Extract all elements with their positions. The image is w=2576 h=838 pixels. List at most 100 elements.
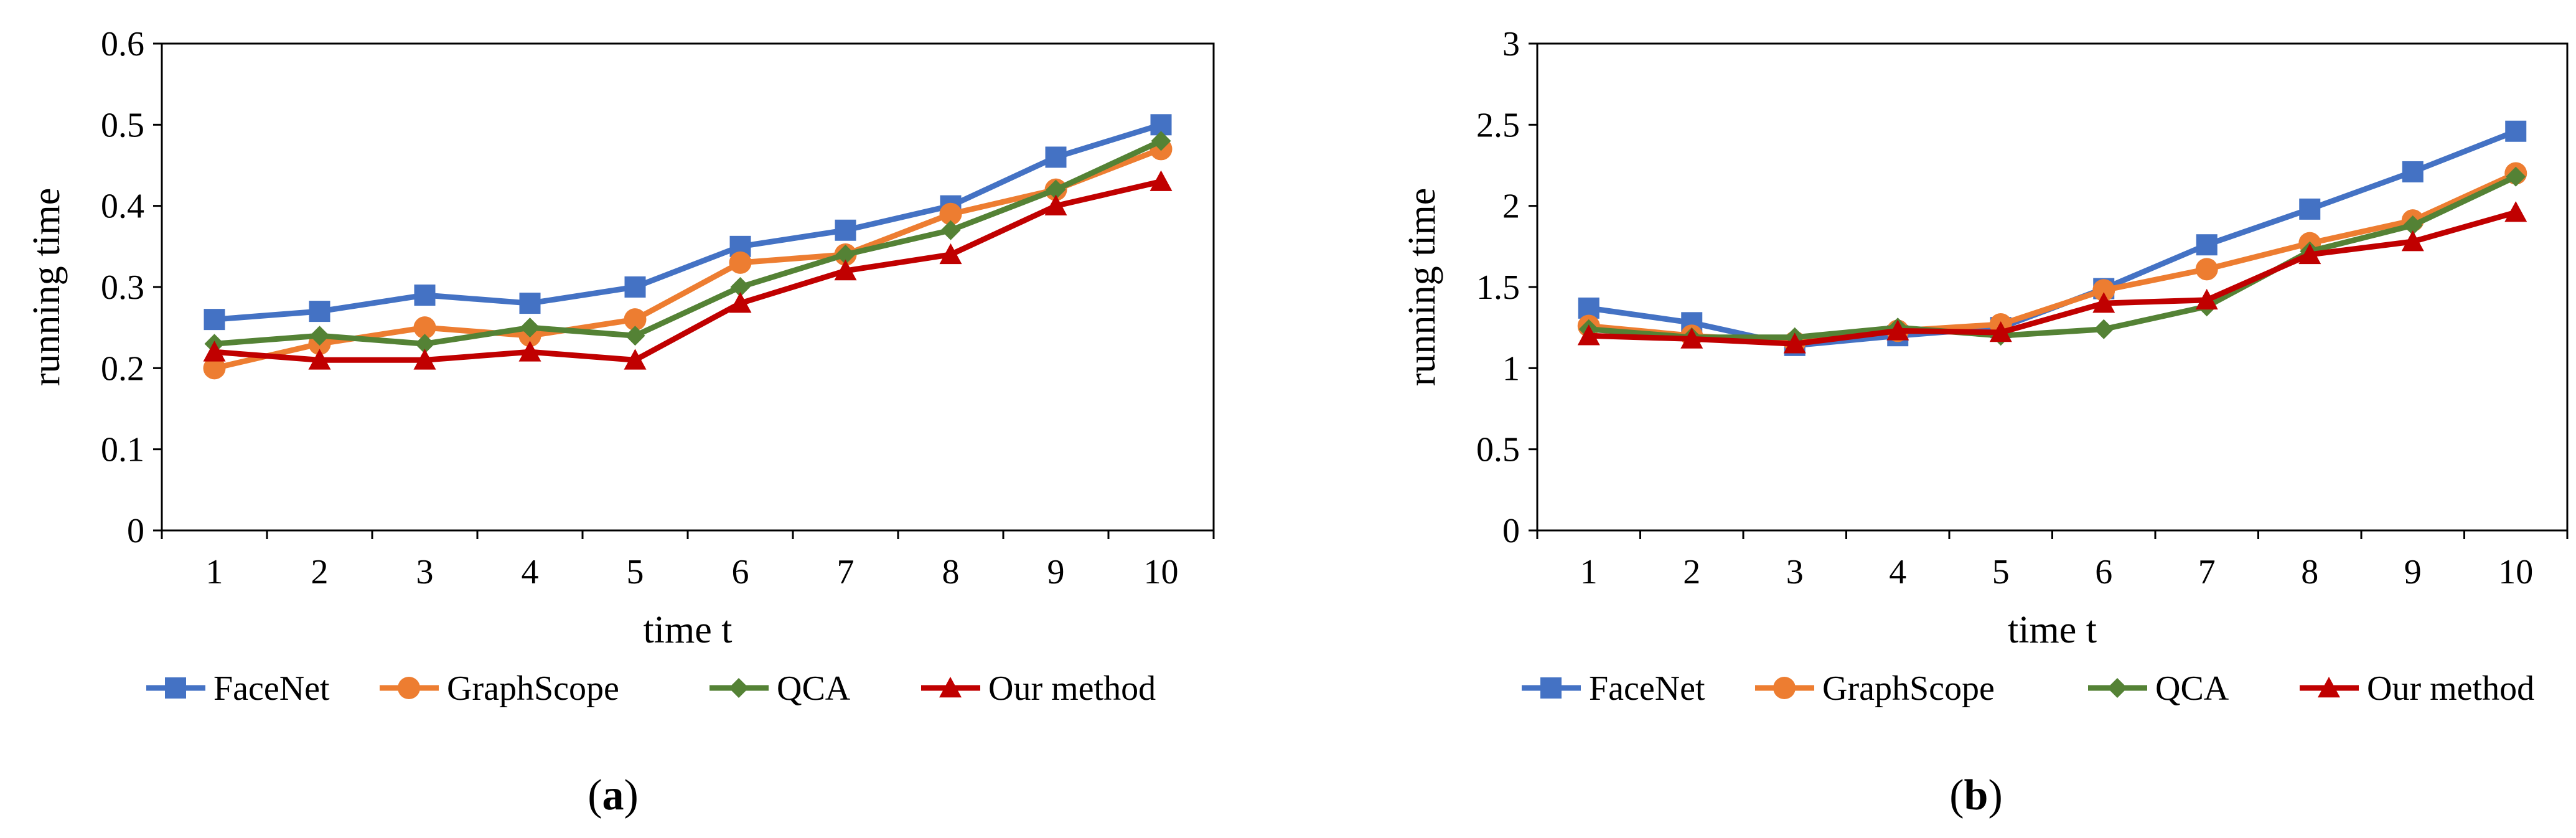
chart-panel-a: 0 0.1 0.2 0.3 0.4 0.5 0.6 1 2 3 4 5 6 7 8 9 10 time t runn… xyxy=(26,25,1215,819)
legend-item-1: GraphScope xyxy=(380,669,619,708)
legend-label: Our method xyxy=(988,669,1156,708)
data-point xyxy=(2298,243,2321,265)
legend-label: FaceNet xyxy=(213,669,330,708)
data-point xyxy=(835,244,856,265)
legend-marker xyxy=(729,678,749,698)
data-point xyxy=(1989,321,2012,342)
data-point xyxy=(624,308,647,331)
y-tick-label: 0.2 xyxy=(101,349,144,388)
x-tick-label: 6 xyxy=(732,553,749,591)
data-point xyxy=(624,276,646,298)
data-point xyxy=(1150,170,1173,191)
data-point xyxy=(204,309,225,331)
data-point xyxy=(519,293,541,314)
caption-close: ) xyxy=(1988,771,2002,819)
data-point xyxy=(2094,319,2114,339)
legend-label: GraphScope xyxy=(1822,669,1995,708)
legend-marker xyxy=(939,677,962,698)
x-tick-label: 5 xyxy=(627,553,644,591)
data-point xyxy=(413,316,436,339)
series-3 xyxy=(203,170,1173,370)
x-tick-label: 7 xyxy=(837,553,855,591)
series-1 xyxy=(203,138,1173,380)
x-tick-label: 2 xyxy=(311,553,329,591)
data-point xyxy=(2506,166,2526,187)
legend-label: Our method xyxy=(2367,669,2534,708)
panel-caption: (b) xyxy=(1949,771,2003,819)
legend-item-1: GraphScope xyxy=(1755,669,1995,708)
data-point xyxy=(1886,319,1909,341)
data-point xyxy=(730,277,751,297)
y-axis-label: running time xyxy=(26,188,68,387)
data-point xyxy=(2299,198,2321,220)
data-point xyxy=(624,349,647,370)
x-tick-label: 10 xyxy=(1144,553,1179,591)
data-point xyxy=(729,292,752,313)
y-tick-label: 0 xyxy=(1502,512,1520,550)
data-point xyxy=(1783,332,1806,354)
series-3 xyxy=(1577,201,2527,354)
chart-panel-b: 0 0.5 1 1.5 2 2.5 3 1 2 3 4 5 6 7 8 9 10 time t running ti… xyxy=(1401,25,2569,819)
series-line xyxy=(1588,128,2517,349)
legend-label: QCA xyxy=(2155,669,2229,708)
data-point xyxy=(415,334,435,354)
legend-marker xyxy=(1540,677,1562,699)
legend-item-2: QCA xyxy=(710,669,851,708)
caption-letter: a xyxy=(602,771,624,819)
data-point xyxy=(414,285,436,306)
legend-item-0: FaceNet xyxy=(1522,669,1705,708)
data-point xyxy=(2505,120,2527,142)
legend-item-0: FaceNet xyxy=(146,669,330,708)
data-point xyxy=(2092,292,2115,313)
y-tick-label: 1.5 xyxy=(1476,268,1520,307)
x-tick-label: 9 xyxy=(2404,553,2422,591)
legend-marker xyxy=(398,677,420,699)
x-tick-label: 8 xyxy=(942,553,960,591)
data-point xyxy=(203,341,226,362)
series-line xyxy=(1588,209,2517,347)
caption-open: ( xyxy=(588,771,602,819)
series-1 xyxy=(1577,162,2527,354)
data-point xyxy=(309,301,330,322)
plot-frame xyxy=(1536,42,2569,532)
legend-item-2: QCA xyxy=(2088,669,2229,708)
data-point xyxy=(413,349,436,370)
data-point xyxy=(625,326,645,346)
x-tick-label: 1 xyxy=(1580,553,1598,591)
data-point xyxy=(309,326,330,346)
data-point xyxy=(939,202,962,225)
series-line xyxy=(214,138,1163,347)
y-tick-label: 3 xyxy=(1502,25,1520,64)
caption-close: ) xyxy=(624,771,639,819)
data-point xyxy=(2401,230,2424,252)
y-tick-label: 0.5 xyxy=(1476,431,1520,469)
y-tick-label: 0 xyxy=(127,512,144,550)
data-point xyxy=(940,220,961,240)
data-point xyxy=(835,219,856,241)
x-tick-label: 1 xyxy=(206,553,223,591)
data-point xyxy=(1044,194,1067,215)
x-axis-label: time t xyxy=(644,609,733,651)
data-point xyxy=(203,357,226,380)
y-tick-label: 0.1 xyxy=(101,431,144,469)
caption-letter: b xyxy=(1964,771,1988,819)
data-point xyxy=(2195,258,2218,281)
legend-marker xyxy=(2318,677,2340,698)
series-line xyxy=(214,122,1162,322)
data-point xyxy=(2196,234,2218,256)
series-line xyxy=(1588,174,2517,341)
data-point xyxy=(2504,201,2527,222)
x-tick-label: 3 xyxy=(1786,553,1804,591)
y-tick-label: 0.5 xyxy=(101,106,144,144)
x-tick-label: 4 xyxy=(1889,553,1906,591)
y-axis-label: running time xyxy=(1401,188,1443,387)
data-point xyxy=(308,349,331,370)
data-point xyxy=(520,318,540,338)
legend-item-3: Our method xyxy=(921,669,1156,708)
legend-label: QCA xyxy=(777,669,851,708)
x-axis-label: time t xyxy=(2008,609,2097,651)
data-point xyxy=(1577,324,1600,346)
y-tick-label: 1 xyxy=(1502,349,1520,388)
x-tick-label: 3 xyxy=(416,553,434,591)
x-tick-label: 9 xyxy=(1047,553,1065,591)
